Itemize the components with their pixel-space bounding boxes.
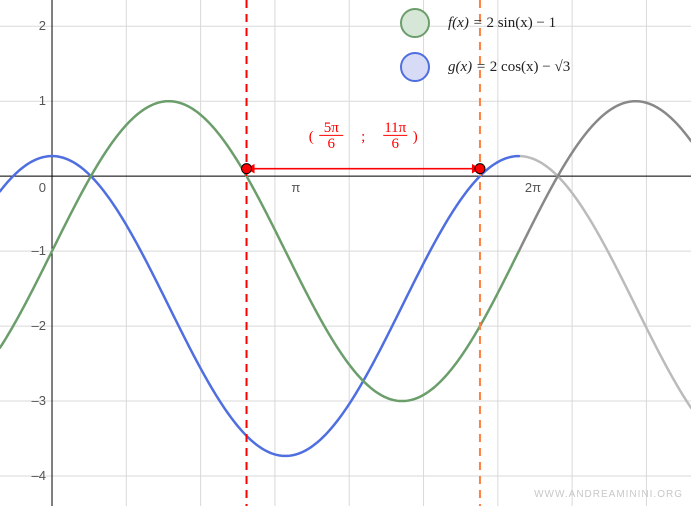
- svg-text:5π: 5π: [324, 120, 340, 136]
- legend-row-f: f(x) = 2 sin(x) − 1: [400, 8, 680, 38]
- svg-text:6: 6: [391, 136, 399, 152]
- legend-g-prefix: g(x) =: [448, 59, 490, 75]
- interval-arrow: [242, 164, 485, 174]
- x-tick-label: π: [291, 180, 300, 195]
- y-tick-label: –3: [32, 393, 46, 408]
- svg-text:11π: 11π: [384, 120, 406, 136]
- interval-point-right: [475, 164, 485, 174]
- legend-row-g: g(x) = 2 cos(x) − √3: [400, 52, 680, 82]
- x-tick-label: 0: [39, 180, 46, 195]
- legend-label-f: f(x) = 2 sin(x) − 1: [448, 15, 556, 32]
- svg-text:6: 6: [327, 136, 335, 152]
- y-tick-label: –4: [32, 468, 46, 483]
- curve-g_outside: [519, 156, 691, 408]
- y-tick-label: 1: [39, 93, 46, 108]
- legend-g-body: 2 cos(x) − √3: [490, 59, 570, 75]
- legend-f-body: 2 sin(x) − 1: [486, 15, 556, 31]
- legend-label-g: g(x) = 2 cos(x) − √3: [448, 59, 570, 76]
- curves: [0, 101, 691, 456]
- svg-text:;: ;: [361, 129, 365, 145]
- chart-canvas: –4–3–2–1120π2π(5π6 ; 11π6) f(x) = 2 sin(…: [0, 0, 691, 506]
- y-tick-label: 2: [39, 18, 46, 33]
- y-tick-label: –1: [32, 243, 46, 258]
- y-tick-label: –2: [32, 318, 46, 333]
- legend-swatch-g: [400, 52, 430, 82]
- interval-label: (5π6 ; 11π6): [309, 120, 418, 152]
- legend-f-prefix: f(x) =: [448, 15, 486, 31]
- legend-swatch-f: [400, 8, 430, 38]
- svg-text:(: (: [309, 129, 314, 145]
- legend: f(x) = 2 sin(x) − 1 g(x) = 2 cos(x) − √3: [400, 8, 680, 96]
- interval-point-left: [242, 164, 252, 174]
- x-tick-label: 2π: [525, 180, 541, 195]
- svg-text:): ): [413, 129, 418, 145]
